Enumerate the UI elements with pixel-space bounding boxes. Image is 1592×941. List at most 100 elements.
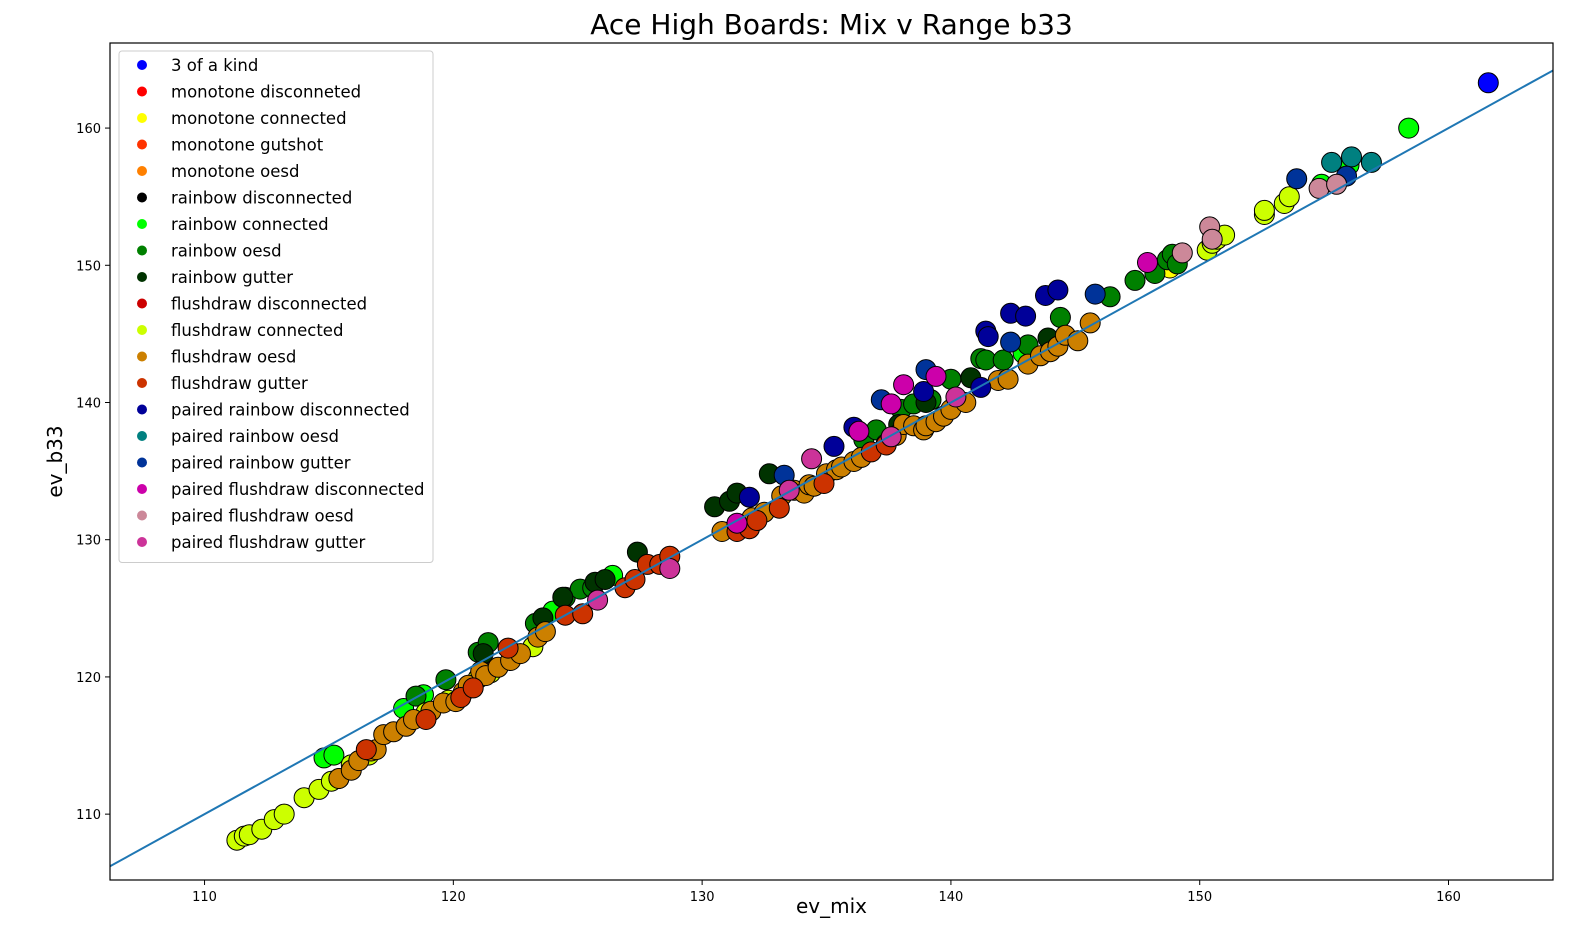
legend-marker bbox=[137, 113, 147, 123]
data-point bbox=[970, 376, 992, 398]
legend-label: paired flushdraw oesd bbox=[171, 507, 354, 526]
data-point bbox=[913, 381, 935, 402]
legend-marker bbox=[137, 325, 147, 335]
data-point bbox=[497, 637, 519, 659]
x-axis-ticks: 110 120 130 140 150 160 bbox=[192, 880, 1461, 905]
legend-label: monotone oesd bbox=[171, 162, 299, 181]
data-point bbox=[823, 435, 845, 457]
y-tick-label: 140 bbox=[76, 396, 101, 411]
data-point bbox=[1398, 117, 1420, 139]
data-point bbox=[992, 349, 1014, 371]
legend-marker bbox=[137, 219, 147, 229]
data-point bbox=[462, 677, 484, 699]
data-point bbox=[1049, 306, 1071, 328]
legend-marker bbox=[137, 404, 147, 415]
legend-label: monotone disconneted bbox=[171, 83, 361, 102]
data-point bbox=[1341, 146, 1362, 168]
legend-marker bbox=[137, 484, 147, 494]
legend-marker bbox=[137, 86, 147, 97]
data-point bbox=[738, 486, 760, 508]
data-point bbox=[1047, 279, 1069, 301]
data-point bbox=[778, 479, 800, 501]
data-point bbox=[880, 393, 902, 415]
y-axis-label: ev_b33 bbox=[43, 425, 67, 497]
legend-marker bbox=[137, 245, 147, 256]
data-point bbox=[848, 420, 870, 442]
data-point bbox=[925, 365, 947, 387]
legend-marker bbox=[137, 272, 147, 282]
legend-label: rainbow connected bbox=[171, 215, 329, 234]
legend-marker bbox=[137, 192, 147, 203]
legend-marker bbox=[137, 166, 147, 176]
legend-marker bbox=[137, 351, 147, 362]
legend-marker bbox=[137, 139, 147, 150]
x-tick-label: 150 bbox=[1187, 890, 1212, 905]
legend-label: flushdraw disconnected bbox=[171, 295, 367, 314]
data-point bbox=[1477, 72, 1499, 94]
data-point bbox=[997, 368, 1019, 390]
legend-label: rainbow oesd bbox=[171, 242, 282, 261]
y-tick-label: 160 bbox=[76, 122, 101, 137]
y-tick-label: 130 bbox=[76, 534, 101, 549]
legend-label: paired rainbow gutter bbox=[171, 454, 351, 473]
legend-label: paired rainbow oesd bbox=[171, 427, 339, 446]
data-point bbox=[1253, 199, 1275, 221]
data-point bbox=[534, 621, 556, 643]
data-point bbox=[594, 569, 616, 590]
data-point bbox=[1321, 151, 1343, 173]
data-point bbox=[880, 426, 902, 448]
legend-label: rainbow disconnected bbox=[171, 189, 352, 208]
data-point bbox=[1326, 173, 1348, 195]
data-point bbox=[1084, 283, 1106, 305]
data-point bbox=[893, 374, 915, 396]
x-axis-label: ev_mix bbox=[796, 894, 867, 918]
y-tick-label: 110 bbox=[76, 808, 101, 823]
legend-label: monotone connected bbox=[171, 109, 347, 128]
reference-line bbox=[110, 69, 1553, 868]
y-axis-ticks: 110 120 130 140 150 160 bbox=[76, 122, 110, 823]
legend-marker bbox=[137, 298, 147, 309]
y-tick-label: 150 bbox=[76, 259, 101, 274]
legend-label: flushdraw connected bbox=[171, 321, 343, 340]
data-point bbox=[1171, 242, 1193, 264]
data-point bbox=[1015, 305, 1037, 327]
plot-frame bbox=[109, 42, 1554, 881]
data-point bbox=[1286, 168, 1308, 190]
legend-label: monotone gutshot bbox=[171, 136, 324, 155]
legend-marker bbox=[137, 457, 147, 468]
data-point bbox=[273, 803, 295, 825]
data-point bbox=[801, 448, 823, 470]
legend-label: 3 of a kind bbox=[171, 56, 258, 75]
legend: 3 of a kind monotone disconneted monotone … bbox=[118, 50, 434, 563]
legend-label: paired flushdraw disconnected bbox=[171, 480, 425, 499]
data-point bbox=[415, 709, 437, 730]
data-point bbox=[1067, 330, 1089, 352]
chart-title: Ace High Boards: Mix v Range b33 bbox=[590, 8, 1073, 41]
x-tick-label: 120 bbox=[441, 890, 466, 905]
data-point bbox=[323, 744, 345, 766]
legend-marker bbox=[137, 537, 147, 547]
data-point bbox=[435, 669, 457, 691]
legend-label: flushdraw gutter bbox=[171, 374, 308, 393]
data-point bbox=[355, 739, 377, 761]
data-point bbox=[977, 326, 999, 348]
legend-marker bbox=[137, 431, 147, 441]
data-point bbox=[1201, 228, 1223, 250]
data-point bbox=[552, 586, 574, 608]
data-point bbox=[1000, 331, 1022, 353]
data-point bbox=[1137, 252, 1158, 273]
x-tick-label: 140 bbox=[939, 890, 964, 905]
reference-line-layer bbox=[110, 69, 1553, 868]
points-layer bbox=[226, 72, 1499, 851]
x-tick-label: 130 bbox=[690, 890, 715, 905]
legend-marker bbox=[137, 378, 147, 388]
legend-marker bbox=[137, 510, 147, 521]
legend-box bbox=[118, 50, 434, 563]
data-point bbox=[1360, 151, 1382, 173]
data-point bbox=[1278, 186, 1300, 208]
legend-label: paired flushdraw gutter bbox=[171, 533, 365, 552]
legend-label: flushdraw oesd bbox=[171, 348, 296, 367]
x-tick-label: 160 bbox=[1436, 890, 1461, 905]
legend-label: rainbow gutter bbox=[171, 268, 293, 287]
